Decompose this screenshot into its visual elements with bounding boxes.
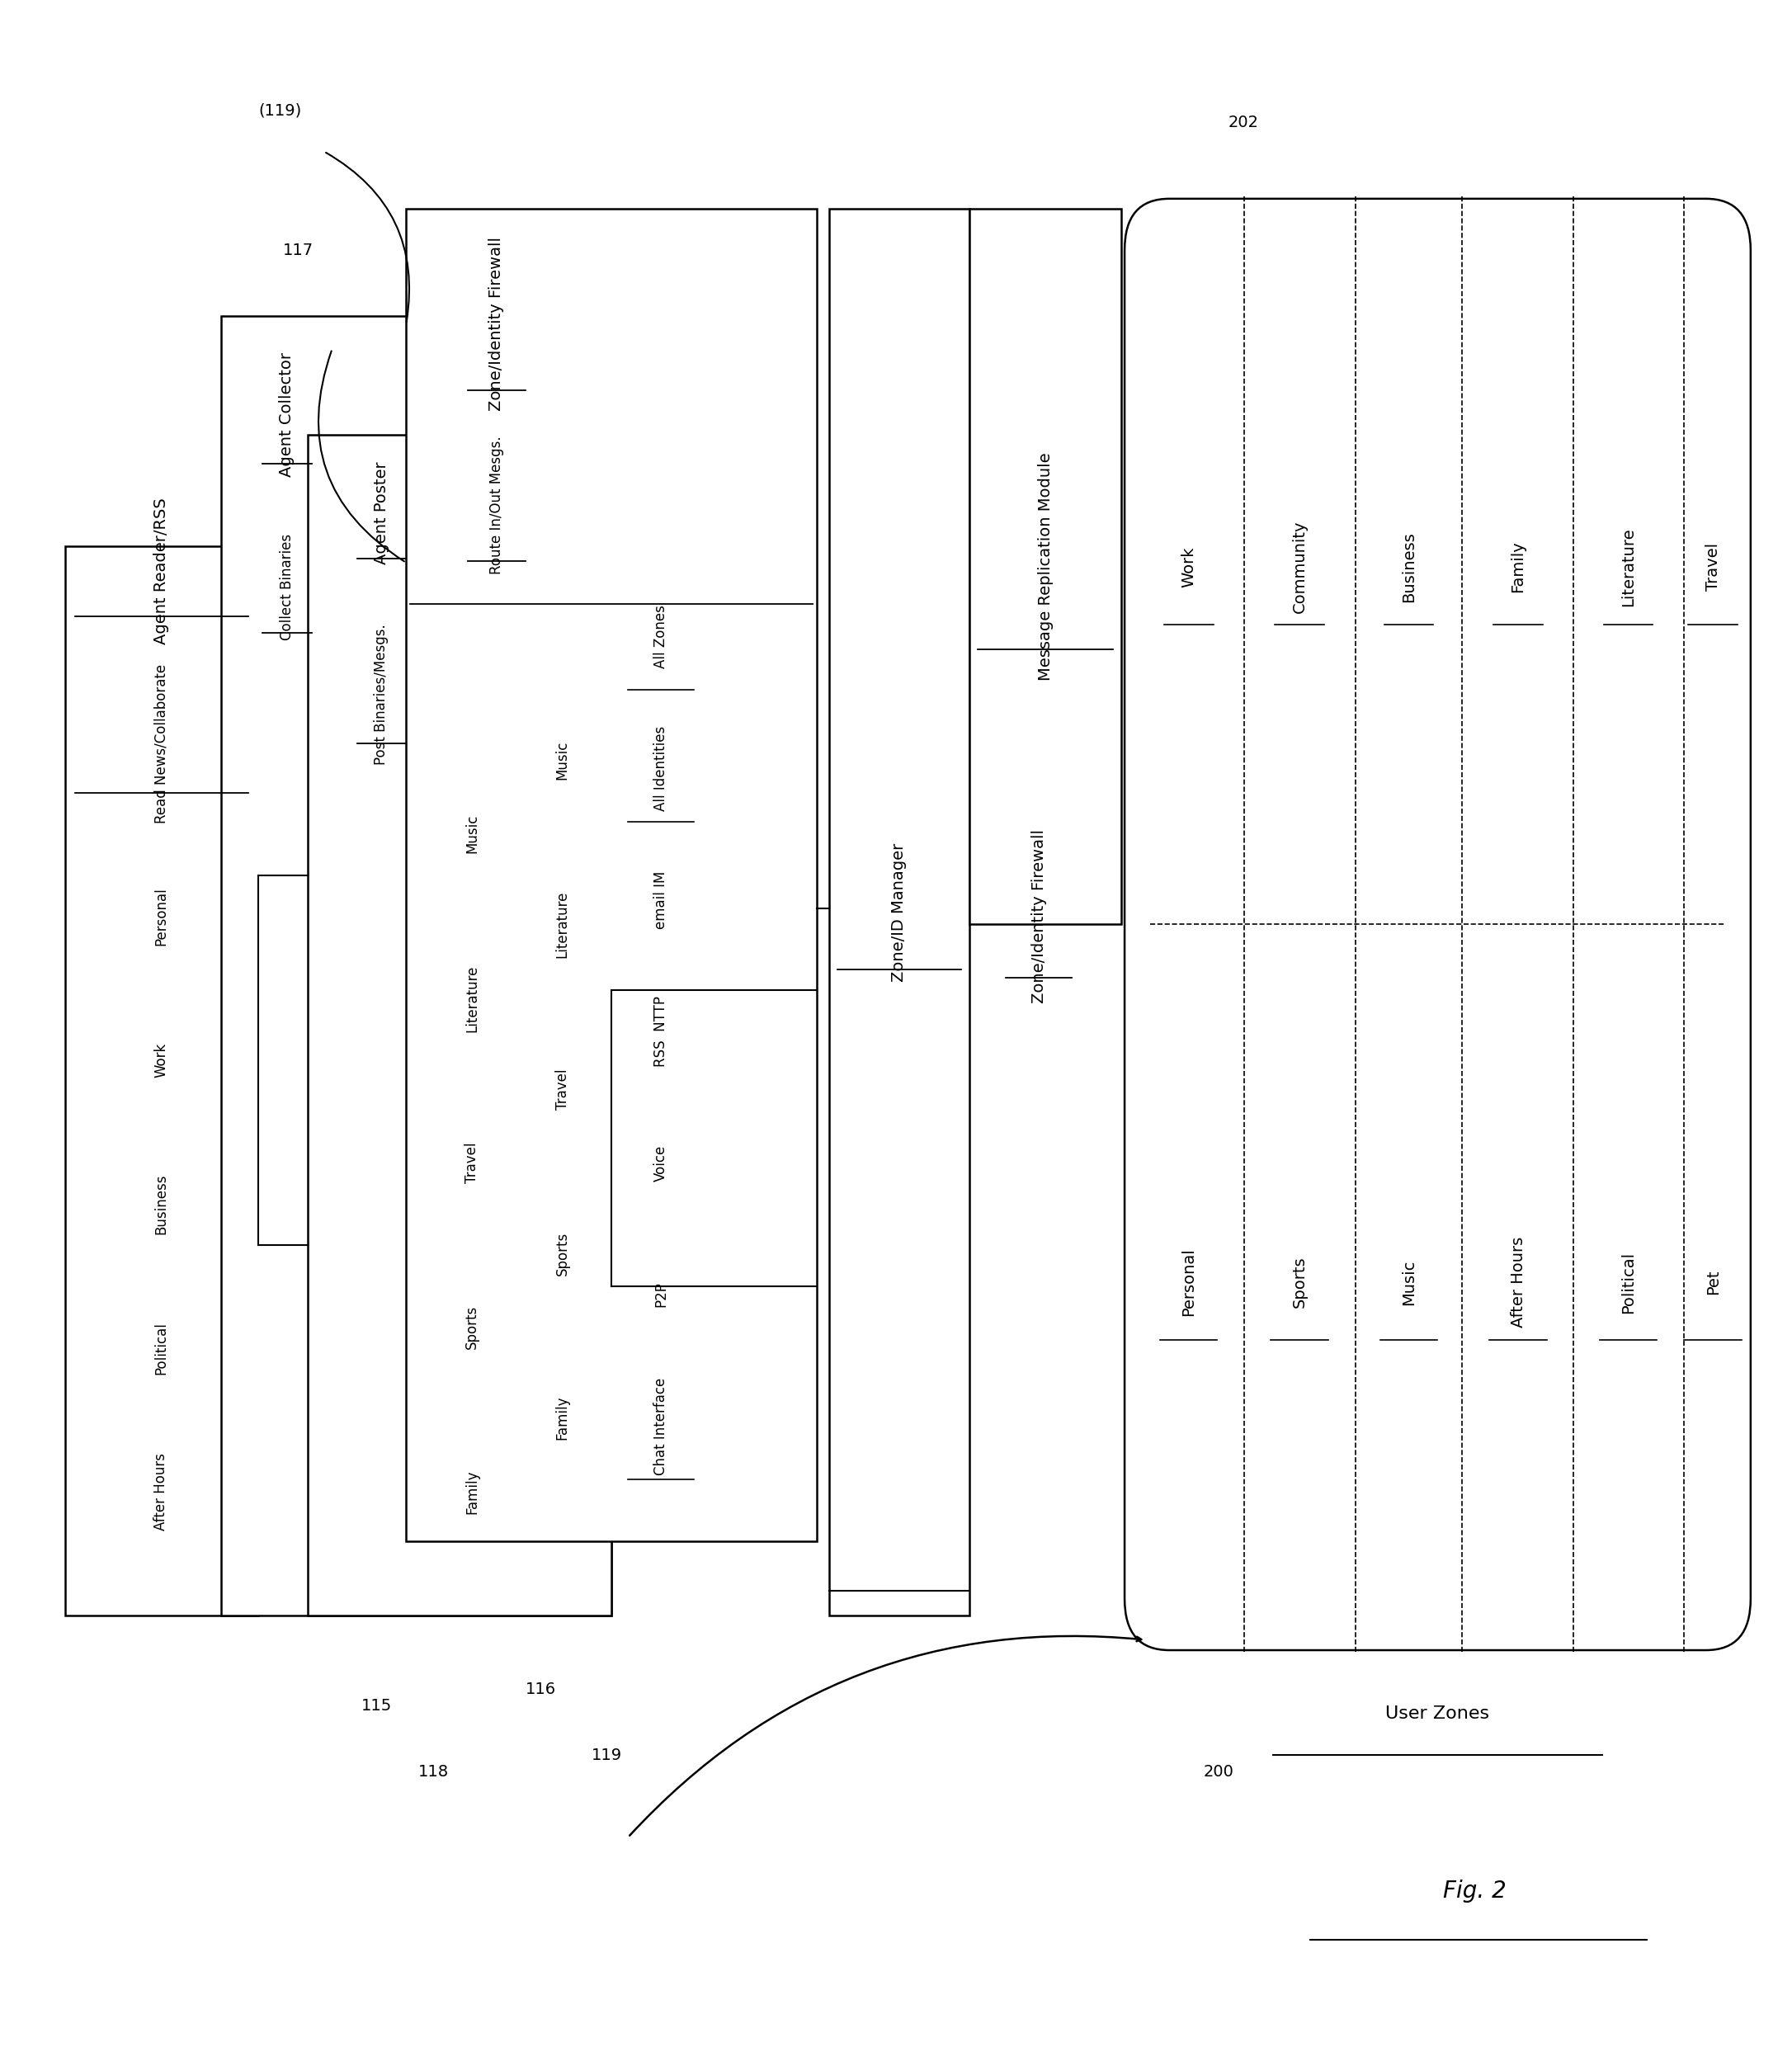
Text: Fig. 2: Fig. 2 [1443, 1880, 1507, 1903]
Text: Music: Music [1401, 1260, 1417, 1306]
Text: 116: 116 [525, 1682, 556, 1696]
Text: Literature: Literature [556, 890, 570, 959]
Text: Work: Work [1181, 545, 1197, 587]
Text: Post Binaries/Mesgs.: Post Binaries/Mesgs. [375, 624, 389, 764]
Text: (119): (119) [258, 103, 301, 118]
Bar [407, 209, 817, 1541]
Text: Zone/Identity Firewall: Zone/Identity Firewall [489, 238, 504, 411]
Text: Family: Family [464, 1469, 478, 1514]
Text: Personal: Personal [154, 886, 168, 946]
Text: Business: Business [1401, 531, 1417, 601]
Text: Literature: Literature [464, 965, 478, 1033]
Text: All Zones: All Zones [654, 605, 668, 667]
Bar [65, 545, 258, 1616]
Text: Sports: Sports [1292, 1256, 1308, 1308]
Text: Personal: Personal [1181, 1248, 1197, 1316]
Text: 119: 119 [591, 1748, 622, 1762]
Text: Collect Binaries: Collect Binaries [280, 533, 294, 640]
Text: Political: Political [154, 1322, 168, 1374]
FancyBboxPatch shape [1125, 198, 1751, 1651]
Text: 202: 202 [1228, 116, 1258, 130]
Text: Chat Interface: Chat Interface [654, 1378, 668, 1475]
Text: All Identities: All Identities [654, 725, 668, 810]
Text: 118: 118 [419, 1764, 450, 1779]
Text: 115: 115 [360, 1698, 392, 1713]
Text: RSS  NTTP: RSS NTTP [654, 996, 668, 1066]
Text: 117: 117 [283, 242, 314, 258]
Text: Family: Family [1511, 541, 1527, 593]
Text: Zone/Identity Firewall: Zone/Identity Firewall [1030, 828, 1047, 1004]
Bar [969, 209, 1122, 924]
Text: Literature: Literature [1620, 527, 1636, 605]
Text: 200: 200 [1204, 1764, 1235, 1779]
Text: After Hours: After Hours [154, 1452, 168, 1531]
Text: email IM: email IM [654, 870, 668, 930]
Text: Community: Community [1292, 521, 1308, 614]
Text: Travel: Travel [556, 1068, 570, 1109]
Text: Message Replication Module: Message Replication Module [1038, 452, 1054, 682]
Bar [308, 436, 611, 1616]
Text: P2P: P2P [654, 1281, 668, 1308]
Text: Music: Music [464, 814, 478, 853]
Text: Pet: Pet [1706, 1271, 1720, 1295]
Text: Business: Business [154, 1173, 168, 1233]
Text: Zone/ID Manager: Zone/ID Manager [891, 843, 907, 981]
Text: Music: Music [556, 740, 570, 779]
Text: Work: Work [154, 1043, 168, 1078]
Text: Family: Family [556, 1397, 570, 1440]
Bar [220, 316, 611, 1616]
Text: Travel: Travel [464, 1142, 478, 1184]
Bar [830, 209, 969, 1616]
Text: Agent Collector: Agent Collector [280, 353, 296, 477]
Text: User Zones: User Zones [1385, 1707, 1489, 1723]
Text: After Hours: After Hours [1511, 1238, 1527, 1328]
Text: Route In/Out Mesgs.: Route In/Out Mesgs. [489, 436, 504, 574]
Text: Sports: Sports [556, 1231, 570, 1275]
Text: Travel: Travel [1706, 543, 1720, 591]
Text: Political: Political [1620, 1252, 1636, 1314]
Text: Sports: Sports [464, 1306, 478, 1349]
Text: Agent Reader/RSS: Agent Reader/RSS [154, 498, 168, 645]
Text: Read News/Collaborate: Read News/Collaborate [154, 663, 168, 822]
Text: Voice: Voice [654, 1145, 668, 1182]
Text: Agent Poster: Agent Poster [375, 463, 389, 564]
